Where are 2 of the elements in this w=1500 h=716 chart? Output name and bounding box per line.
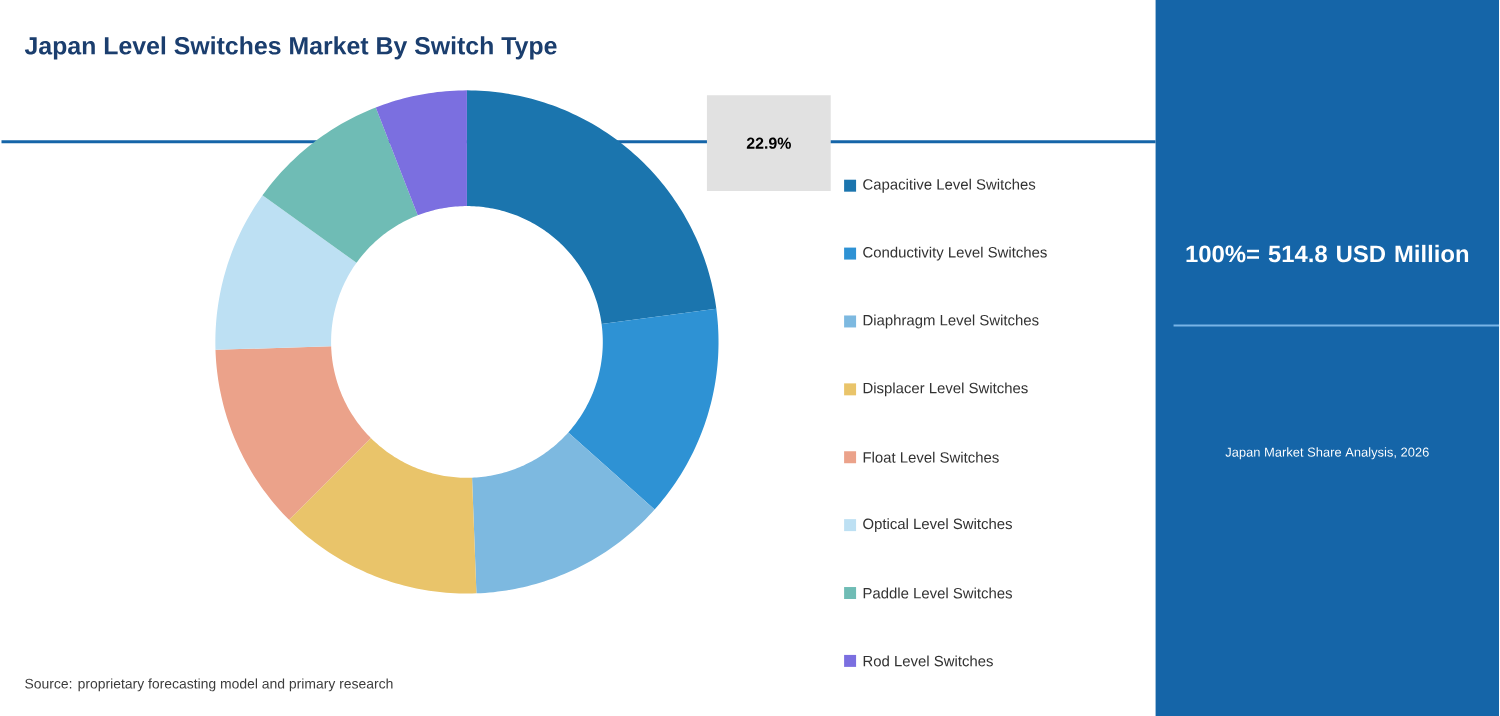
text: 100%= 514.8 USD Million	[1186, 244, 1469, 262]
chart-title: Japan Level Switches Market By Switch Type	[24, 35, 557, 60]
